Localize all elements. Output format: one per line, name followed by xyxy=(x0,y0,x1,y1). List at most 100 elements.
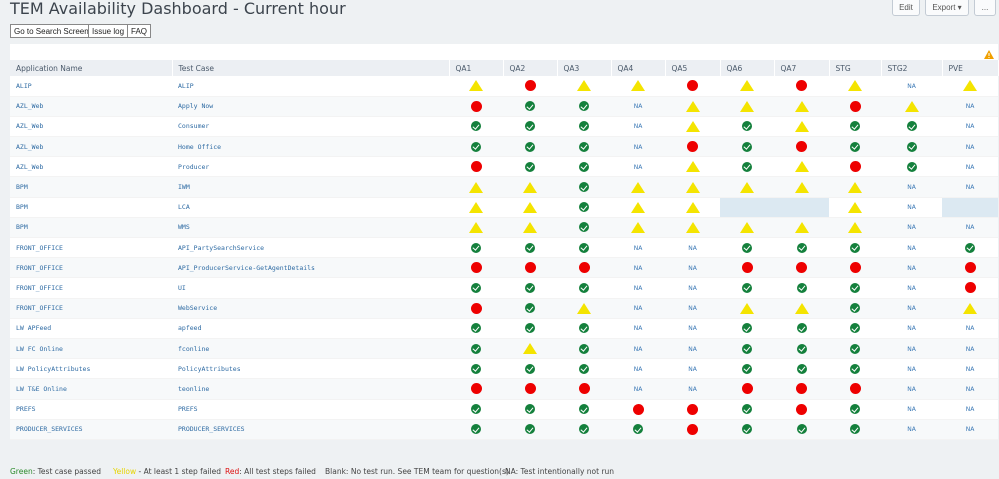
status-cell[interactable] xyxy=(829,237,881,259)
status-cell[interactable] xyxy=(557,96,611,117)
test-case-cell[interactable]: Producer xyxy=(172,156,449,178)
status-cell[interactable] xyxy=(829,318,881,339)
application-name-cell[interactable]: AZL_Web xyxy=(10,116,172,138)
status-cell[interactable] xyxy=(829,419,881,440)
column-header[interactable]: QA4 xyxy=(611,60,666,76)
status-cell[interactable]: NA xyxy=(942,358,998,380)
status-cell[interactable] xyxy=(503,197,557,218)
status-cell[interactable] xyxy=(665,176,720,198)
test-case-cell[interactable]: ALIP xyxy=(172,76,449,97)
status-cell[interactable]: NA xyxy=(665,338,720,360)
status-cell[interactable]: NA xyxy=(881,237,942,259)
status-cell[interactable]: NA xyxy=(881,338,942,360)
status-cell[interactable]: NA xyxy=(611,338,665,360)
status-cell[interactable] xyxy=(557,237,611,259)
status-cell[interactable] xyxy=(665,399,720,420)
status-cell[interactable] xyxy=(449,156,503,178)
status-cell[interactable] xyxy=(774,338,829,360)
faq-button[interactable]: FAQ xyxy=(127,24,152,38)
status-cell[interactable]: NA xyxy=(611,156,665,178)
status-cell[interactable] xyxy=(720,156,774,178)
status-cell[interactable] xyxy=(503,419,557,440)
test-case-cell[interactable]: WMS xyxy=(172,217,449,239)
status-cell[interactable] xyxy=(720,399,774,420)
status-cell[interactable] xyxy=(942,277,998,299)
status-cell[interactable] xyxy=(557,358,611,380)
status-cell[interactable] xyxy=(503,96,557,117)
status-cell[interactable] xyxy=(829,378,881,400)
status-cell[interactable] xyxy=(881,116,942,138)
status-cell[interactable] xyxy=(774,156,829,178)
status-cell[interactable] xyxy=(720,318,774,339)
status-cell[interactable]: NA xyxy=(942,96,998,117)
status-cell[interactable]: NA xyxy=(611,96,665,117)
status-cell[interactable] xyxy=(665,96,720,117)
status-cell[interactable] xyxy=(557,419,611,440)
status-cell[interactable] xyxy=(774,136,829,158)
status-cell[interactable] xyxy=(829,76,881,97)
status-cell[interactable] xyxy=(829,257,881,279)
status-cell[interactable] xyxy=(449,338,503,360)
status-cell[interactable] xyxy=(665,217,720,239)
status-cell[interactable] xyxy=(503,156,557,178)
status-cell[interactable] xyxy=(720,237,774,259)
status-cell[interactable] xyxy=(557,156,611,178)
status-cell[interactable] xyxy=(720,277,774,299)
more-button[interactable]: ... xyxy=(974,0,996,16)
status-cell[interactable]: NA xyxy=(942,399,998,420)
application-name-cell[interactable]: AZL_Web xyxy=(10,156,172,178)
status-cell[interactable] xyxy=(774,399,829,420)
status-cell[interactable] xyxy=(503,257,557,279)
application-name-cell[interactable]: FRONT_OFFICE xyxy=(10,298,172,319)
test-case-cell[interactable]: IWM xyxy=(172,176,449,198)
status-cell[interactable] xyxy=(557,197,611,218)
status-cell[interactable] xyxy=(665,76,720,97)
status-cell[interactable]: NA xyxy=(665,378,720,400)
application-name-cell[interactable]: LW APFeed xyxy=(10,318,172,339)
status-cell[interactable] xyxy=(774,217,829,239)
status-cell[interactable] xyxy=(720,176,774,198)
status-cell[interactable] xyxy=(449,197,503,218)
status-cell[interactable] xyxy=(829,156,881,178)
status-cell[interactable] xyxy=(503,76,557,97)
column-header[interactable]: QA5 xyxy=(665,60,721,76)
status-cell[interactable] xyxy=(829,298,881,319)
status-cell[interactable] xyxy=(449,277,503,299)
status-cell[interactable] xyxy=(665,136,720,158)
status-cell[interactable] xyxy=(774,197,829,218)
status-cell[interactable]: NA xyxy=(881,419,942,440)
status-cell[interactable] xyxy=(449,217,503,239)
test-case-cell[interactable]: WebService xyxy=(172,298,449,319)
status-cell[interactable]: NA xyxy=(881,257,942,279)
status-cell[interactable] xyxy=(503,237,557,259)
status-cell[interactable] xyxy=(774,277,829,299)
status-cell[interactable] xyxy=(665,116,720,138)
status-cell[interactable] xyxy=(611,419,665,440)
status-cell[interactable]: NA xyxy=(881,76,942,97)
status-cell[interactable] xyxy=(829,176,881,198)
status-cell[interactable] xyxy=(829,96,881,117)
test-case-cell[interactable]: PREFS xyxy=(172,399,449,420)
status-cell[interactable] xyxy=(720,217,774,239)
status-cell[interactable]: NA xyxy=(881,318,942,339)
status-cell[interactable] xyxy=(720,257,774,279)
status-cell[interactable] xyxy=(774,419,829,440)
status-cell[interactable] xyxy=(503,116,557,138)
test-case-cell[interactable]: Home Office xyxy=(172,136,449,158)
test-case-cell[interactable]: teonline xyxy=(172,378,449,400)
application-name-cell[interactable]: AZL_Web xyxy=(10,96,172,117)
edit-button[interactable]: Edit xyxy=(892,0,920,16)
status-cell[interactable] xyxy=(720,298,774,319)
test-case-cell[interactable]: LCA xyxy=(172,197,449,218)
status-cell[interactable] xyxy=(942,257,998,279)
status-cell[interactable]: NA xyxy=(611,298,665,319)
application-name-cell[interactable]: BPM xyxy=(10,197,172,218)
status-cell[interactable] xyxy=(829,136,881,158)
status-cell[interactable] xyxy=(557,338,611,360)
status-cell[interactable] xyxy=(774,358,829,380)
status-cell[interactable]: NA xyxy=(665,257,720,279)
status-cell[interactable] xyxy=(774,378,829,400)
column-header[interactable]: PVE xyxy=(942,60,999,76)
status-cell[interactable] xyxy=(503,277,557,299)
status-cell[interactable] xyxy=(829,217,881,239)
